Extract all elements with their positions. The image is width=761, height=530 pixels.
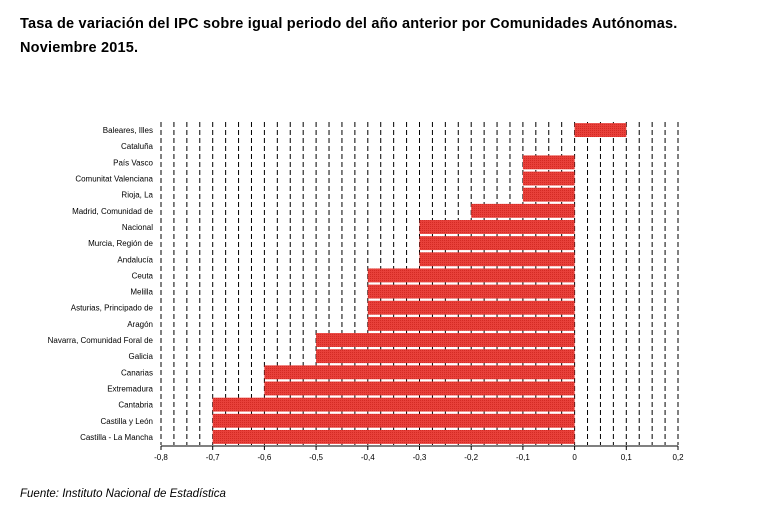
category-label: Navarra, Comunidad Foral de xyxy=(48,336,154,345)
tick-label: -0,2 xyxy=(464,453,478,462)
tick-label: 0,1 xyxy=(621,453,633,462)
bar xyxy=(212,429,575,444)
bar xyxy=(316,333,575,347)
category-label: País Vasco xyxy=(113,158,153,167)
bar xyxy=(522,155,575,170)
category-label: Asturias, Principado de xyxy=(71,304,154,313)
bar xyxy=(471,203,575,218)
tick-label: -0,7 xyxy=(206,453,220,462)
bar xyxy=(419,252,575,267)
bar xyxy=(419,236,575,251)
source-note: Fuente: Instituto Nacional de Estadístic… xyxy=(20,488,226,500)
bar xyxy=(212,413,575,428)
category-label: Cantabria xyxy=(118,401,153,410)
category-label: Andalucía xyxy=(117,255,153,264)
tick-label: 0 xyxy=(572,453,577,462)
bar xyxy=(367,284,575,299)
category-label: Aragón xyxy=(127,320,153,329)
tick-label: -0,5 xyxy=(309,453,323,462)
category-label: Canarias xyxy=(121,368,153,377)
category-label: Nacional xyxy=(122,223,153,232)
bar xyxy=(264,381,575,396)
chart-title-line-2: Noviembre 2015. xyxy=(20,40,139,56)
category-label: Galicia xyxy=(129,352,154,361)
category-label: Castilla - La Mancha xyxy=(80,433,153,442)
bar xyxy=(367,316,575,331)
bar xyxy=(316,349,575,364)
bar xyxy=(522,187,575,202)
category-label: Murcia, Región de xyxy=(88,239,153,248)
category-label: Madrid, Comunidad de xyxy=(72,207,153,216)
category-label: Baleares, Illes xyxy=(103,126,153,135)
tick-label: 0,2 xyxy=(672,453,684,462)
tick-label: -0,4 xyxy=(361,453,375,462)
tick-label: -0,3 xyxy=(413,453,427,462)
bar xyxy=(367,268,575,283)
category-label: Ceuta xyxy=(132,271,154,280)
chart-title-line-1: Tasa de variación del IPC sobre igual pe… xyxy=(20,16,678,32)
category-label: Castilla y León xyxy=(101,417,153,426)
bar xyxy=(574,123,627,138)
tick-label: -0,8 xyxy=(154,453,168,462)
bar xyxy=(419,220,575,234)
category-label: Rioja, La xyxy=(121,191,153,200)
chart-title: Tasa de variación del IPC sobre igual pe… xyxy=(20,12,740,60)
bar-chart: Baleares, Illes Cataluña País Vasco Comunit… xyxy=(48,122,684,462)
category-label: Cataluña xyxy=(121,142,154,151)
bar xyxy=(367,300,575,315)
tick-label: -0,1 xyxy=(516,453,530,462)
bar xyxy=(264,365,575,380)
bar xyxy=(522,171,575,186)
category-label: Extremadura xyxy=(107,384,153,393)
tick-label: -0,6 xyxy=(258,453,272,462)
category-label: Comunitat Valenciana xyxy=(75,175,153,184)
category-label: Melilla xyxy=(130,288,153,297)
bar xyxy=(212,397,575,412)
